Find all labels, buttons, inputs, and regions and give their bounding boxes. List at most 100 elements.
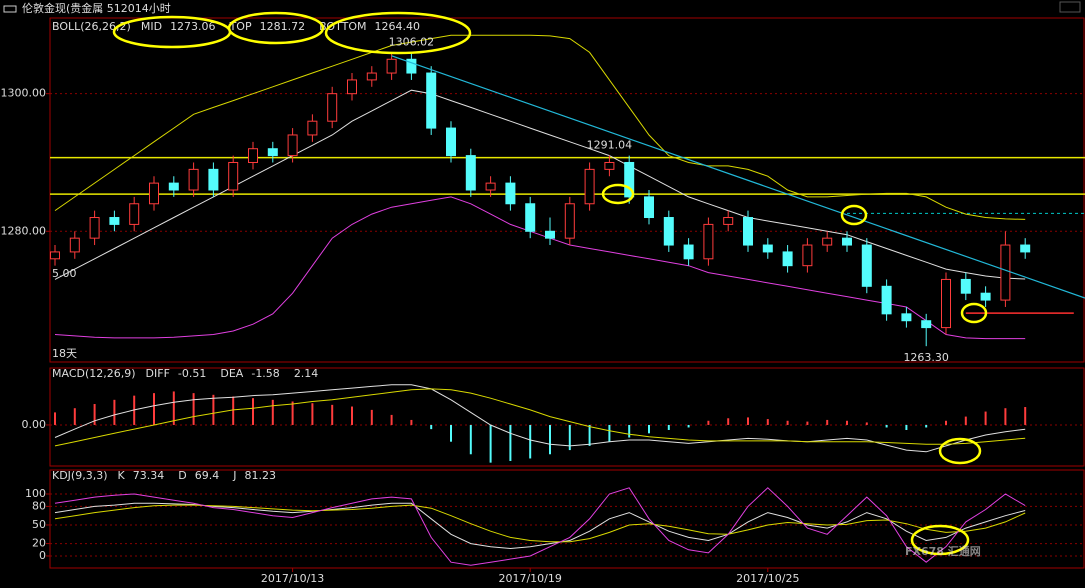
- indicator-line: [54, 34, 1026, 220]
- candle-body: [327, 93, 338, 122]
- price-annotation: 1306.02: [389, 35, 435, 48]
- candle-body: [208, 168, 219, 191]
- candle-body: [485, 182, 496, 191]
- candle-body: [822, 237, 833, 246]
- candle-body: [941, 278, 951, 329]
- candle-body: [228, 161, 239, 191]
- legend-name: BOTTOM: [319, 20, 366, 33]
- legend-value: 1281.72: [260, 20, 306, 33]
- candle-body: [901, 313, 912, 322]
- legend-value: 1273.06: [170, 20, 216, 33]
- legend-value: 73.34: [133, 469, 165, 482]
- candle-body: [366, 72, 377, 81]
- x-tick-label: 2017/10/19: [498, 572, 561, 585]
- candle-body: [109, 217, 120, 225]
- candle-body: [347, 79, 357, 95]
- indicator-line: [54, 89, 1026, 280]
- highlight-ellipse: [840, 204, 868, 226]
- candle-body: [386, 58, 397, 74]
- candle-body: [782, 251, 793, 267]
- indicator-line: [54, 487, 1026, 566]
- window-icon: [3, 5, 17, 13]
- price-annotation: 1263.30: [903, 351, 949, 364]
- candle-body: [465, 155, 476, 191]
- y-tick-label: 1280.00: [1, 224, 47, 237]
- candle-body: [881, 285, 892, 315]
- close-button[interactable]: [1059, 1, 1081, 13]
- candle-body: [287, 134, 298, 157]
- legend-name: DEA: [220, 367, 243, 380]
- note: 18天: [52, 347, 77, 360]
- indicator-line: [54, 196, 1026, 340]
- legend-name: K: [118, 469, 126, 482]
- indicator-name: BOLL(26,26,2): [52, 20, 131, 33]
- legend-value: -0.51: [178, 367, 206, 380]
- y-tick-label: 1300.00: [1, 87, 47, 100]
- candle-body: [802, 244, 813, 267]
- candle-body: [743, 217, 753, 246]
- candle-body: [149, 182, 159, 205]
- candle-body: [406, 58, 417, 74]
- chart-title: 伦敦金现(贵金属 512014小时: [22, 1, 171, 15]
- y-tick-label: 80: [32, 499, 46, 512]
- y-tick-label: 50: [32, 518, 46, 531]
- indicator-line: [54, 502, 1026, 550]
- candle-body: [723, 217, 734, 225]
- candle-body: [584, 168, 595, 205]
- indicator-line: [54, 388, 1026, 447]
- x-tick-label: 2017/10/13: [261, 572, 324, 585]
- candle-body: [545, 230, 555, 239]
- indicator-name: MACD(12,26,9): [52, 367, 136, 380]
- panel-border: [49, 367, 1085, 467]
- legend-value: 2.14: [294, 367, 319, 380]
- price-annotation: 1291.04: [587, 138, 633, 151]
- legend-value: 1264.40: [374, 20, 420, 33]
- candle-body: [525, 203, 536, 232]
- legend-name: DIFF: [146, 367, 170, 380]
- candle-body: [861, 244, 872, 287]
- candle-body: [307, 120, 318, 136]
- highlight-ellipse: [910, 524, 970, 556]
- candle-body: [248, 148, 258, 163]
- y-tick-label: 0: [39, 549, 46, 562]
- candle-body: [69, 237, 80, 253]
- highlight-ellipse: [960, 302, 988, 324]
- candle-body: [624, 161, 635, 198]
- indicator-name: KDJ(9,3,3): [52, 469, 108, 482]
- candle-body: [762, 244, 773, 253]
- candle-body: [505, 182, 516, 205]
- candle-body: [168, 182, 179, 191]
- candle-body: [564, 203, 575, 239]
- watermark: FX678 汇通网: [905, 545, 981, 558]
- legend-name: MID: [141, 20, 162, 33]
- candle-body: [683, 244, 694, 260]
- y-tick-label: 100: [25, 487, 46, 500]
- candle-body: [842, 237, 852, 246]
- legend-value: 69.4: [195, 469, 220, 482]
- candle-body: [960, 278, 971, 294]
- highlight-ellipse: [324, 11, 472, 55]
- indicator-line: [54, 504, 1026, 543]
- trend-line: [391, 55, 1085, 299]
- legend-value: 81.23: [244, 469, 276, 482]
- highlight-ellipse: [938, 437, 982, 465]
- legend-name: J: [232, 469, 236, 482]
- legend-name: TOP: [229, 20, 252, 33]
- candle-body: [446, 127, 456, 157]
- y-tick-label: 0.00: [22, 418, 47, 431]
- y-tick-label: 20: [32, 537, 46, 550]
- candle-body: [426, 72, 437, 129]
- highlight-ellipse: [601, 183, 635, 205]
- candle-body: [129, 203, 140, 225]
- candle-body: [267, 148, 278, 157]
- legend-name: D: [178, 469, 186, 482]
- x-tick-label: 2017/10/25: [736, 572, 799, 585]
- panel-border: [49, 17, 1085, 363]
- candle-body: [980, 292, 991, 301]
- candle-body: [188, 168, 199, 191]
- candle-body: [703, 223, 714, 260]
- panel-border: [49, 469, 1085, 569]
- legend-value: -1.58: [251, 367, 279, 380]
- note: 5.00: [52, 267, 77, 280]
